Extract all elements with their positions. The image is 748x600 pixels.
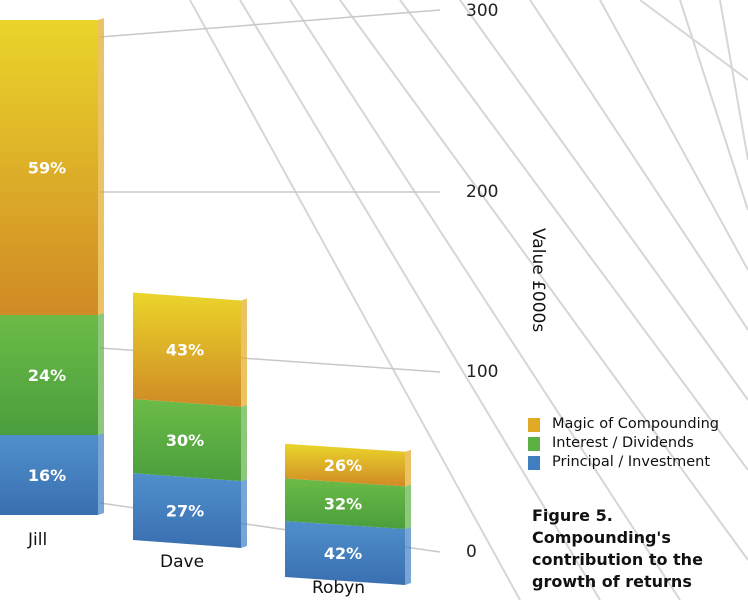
legend: Magic of Compounding Interest / Dividend… <box>528 415 719 472</box>
bars: 16% 24% 59% 27% 30% 43% 42% 32% 26% <box>0 18 411 585</box>
caption-line: growth of returns <box>532 572 692 591</box>
background-line <box>339 0 748 561</box>
bar-side-robyn-2 <box>405 449 411 487</box>
legend-label: Principal / Investment <box>552 454 711 470</box>
y-tick-300: 300 <box>466 1 498 21</box>
x-label-dave: Dave <box>160 552 204 572</box>
legend-label: Interest / Dividends <box>552 435 694 451</box>
background-line <box>189 0 521 600</box>
bar-segment-jill-0 <box>0 435 98 515</box>
background-line <box>599 0 748 271</box>
bar-side-robyn-1 <box>405 484 411 530</box>
bar-side-jill-0 <box>98 433 104 515</box>
background-line <box>679 0 748 211</box>
data-label-robyn-1: 32% <box>324 495 362 514</box>
data-label-dave-2: 43% <box>166 341 204 360</box>
background-line <box>639 0 748 81</box>
caption-line: Figure 5. <box>532 506 613 525</box>
bar-side-dave-1 <box>241 404 247 482</box>
background-line <box>529 0 748 331</box>
legend-item-compounding: Magic of Compounding <box>528 415 719 434</box>
data-label-jill-1: 24% <box>28 366 66 385</box>
bar-side-jill-1 <box>98 313 104 435</box>
data-label-dave-1: 30% <box>166 431 204 450</box>
bar-segment-robyn-0 <box>285 521 405 585</box>
bar-side-dave-0 <box>241 479 247 548</box>
bar-side-jill-2 <box>98 18 104 315</box>
bar-segment-robyn-1 <box>285 478 405 530</box>
data-label-robyn-0: 42% <box>324 544 362 563</box>
y-tick-100: 100 <box>466 362 498 382</box>
bar-segment-dave-2 <box>133 292 241 407</box>
background-line <box>289 0 681 600</box>
bar-segment-robyn-2 <box>285 443 405 487</box>
bar-segment-jill-2 <box>0 20 98 315</box>
legend-item-interest: Interest / Dividends <box>528 434 719 453</box>
caption-line: contribution to the <box>532 550 703 569</box>
bar-segment-dave-1 <box>133 398 241 482</box>
y-tick-0: 0 <box>466 542 477 562</box>
bar-segment-jill-1 <box>0 315 98 435</box>
x-label-jill: Jill <box>27 530 47 550</box>
data-label-robyn-2: 26% <box>324 456 362 475</box>
x-label-robyn: Robyn <box>312 578 365 598</box>
background-line <box>399 0 748 471</box>
legend-swatch <box>528 436 540 451</box>
data-label-jill-0: 16% <box>28 466 66 485</box>
background-line <box>459 0 748 401</box>
legend-swatch <box>528 417 540 432</box>
background-line <box>719 0 748 161</box>
y-tick-200: 200 <box>466 182 498 202</box>
bar-segment-dave-0 <box>133 473 241 548</box>
background-line <box>239 0 601 600</box>
legend-label: Magic of Compounding <box>552 416 719 432</box>
gridline <box>99 9 441 38</box>
data-label-dave-0: 27% <box>166 502 204 521</box>
legend-swatch <box>528 455 540 470</box>
caption-line: Compounding's <box>532 528 671 547</box>
bar-side-robyn-0 <box>405 527 411 585</box>
legend-item-principal: Principal / Investment <box>528 453 719 472</box>
figure-caption: Figure 5. Compounding's contribution to … <box>532 505 747 593</box>
data-label-jill-2: 59% <box>28 159 66 178</box>
background-diagonal-lines <box>189 0 748 600</box>
y-axis-label: Value £000s <box>528 228 548 332</box>
bar-side-dave-2 <box>241 298 247 407</box>
